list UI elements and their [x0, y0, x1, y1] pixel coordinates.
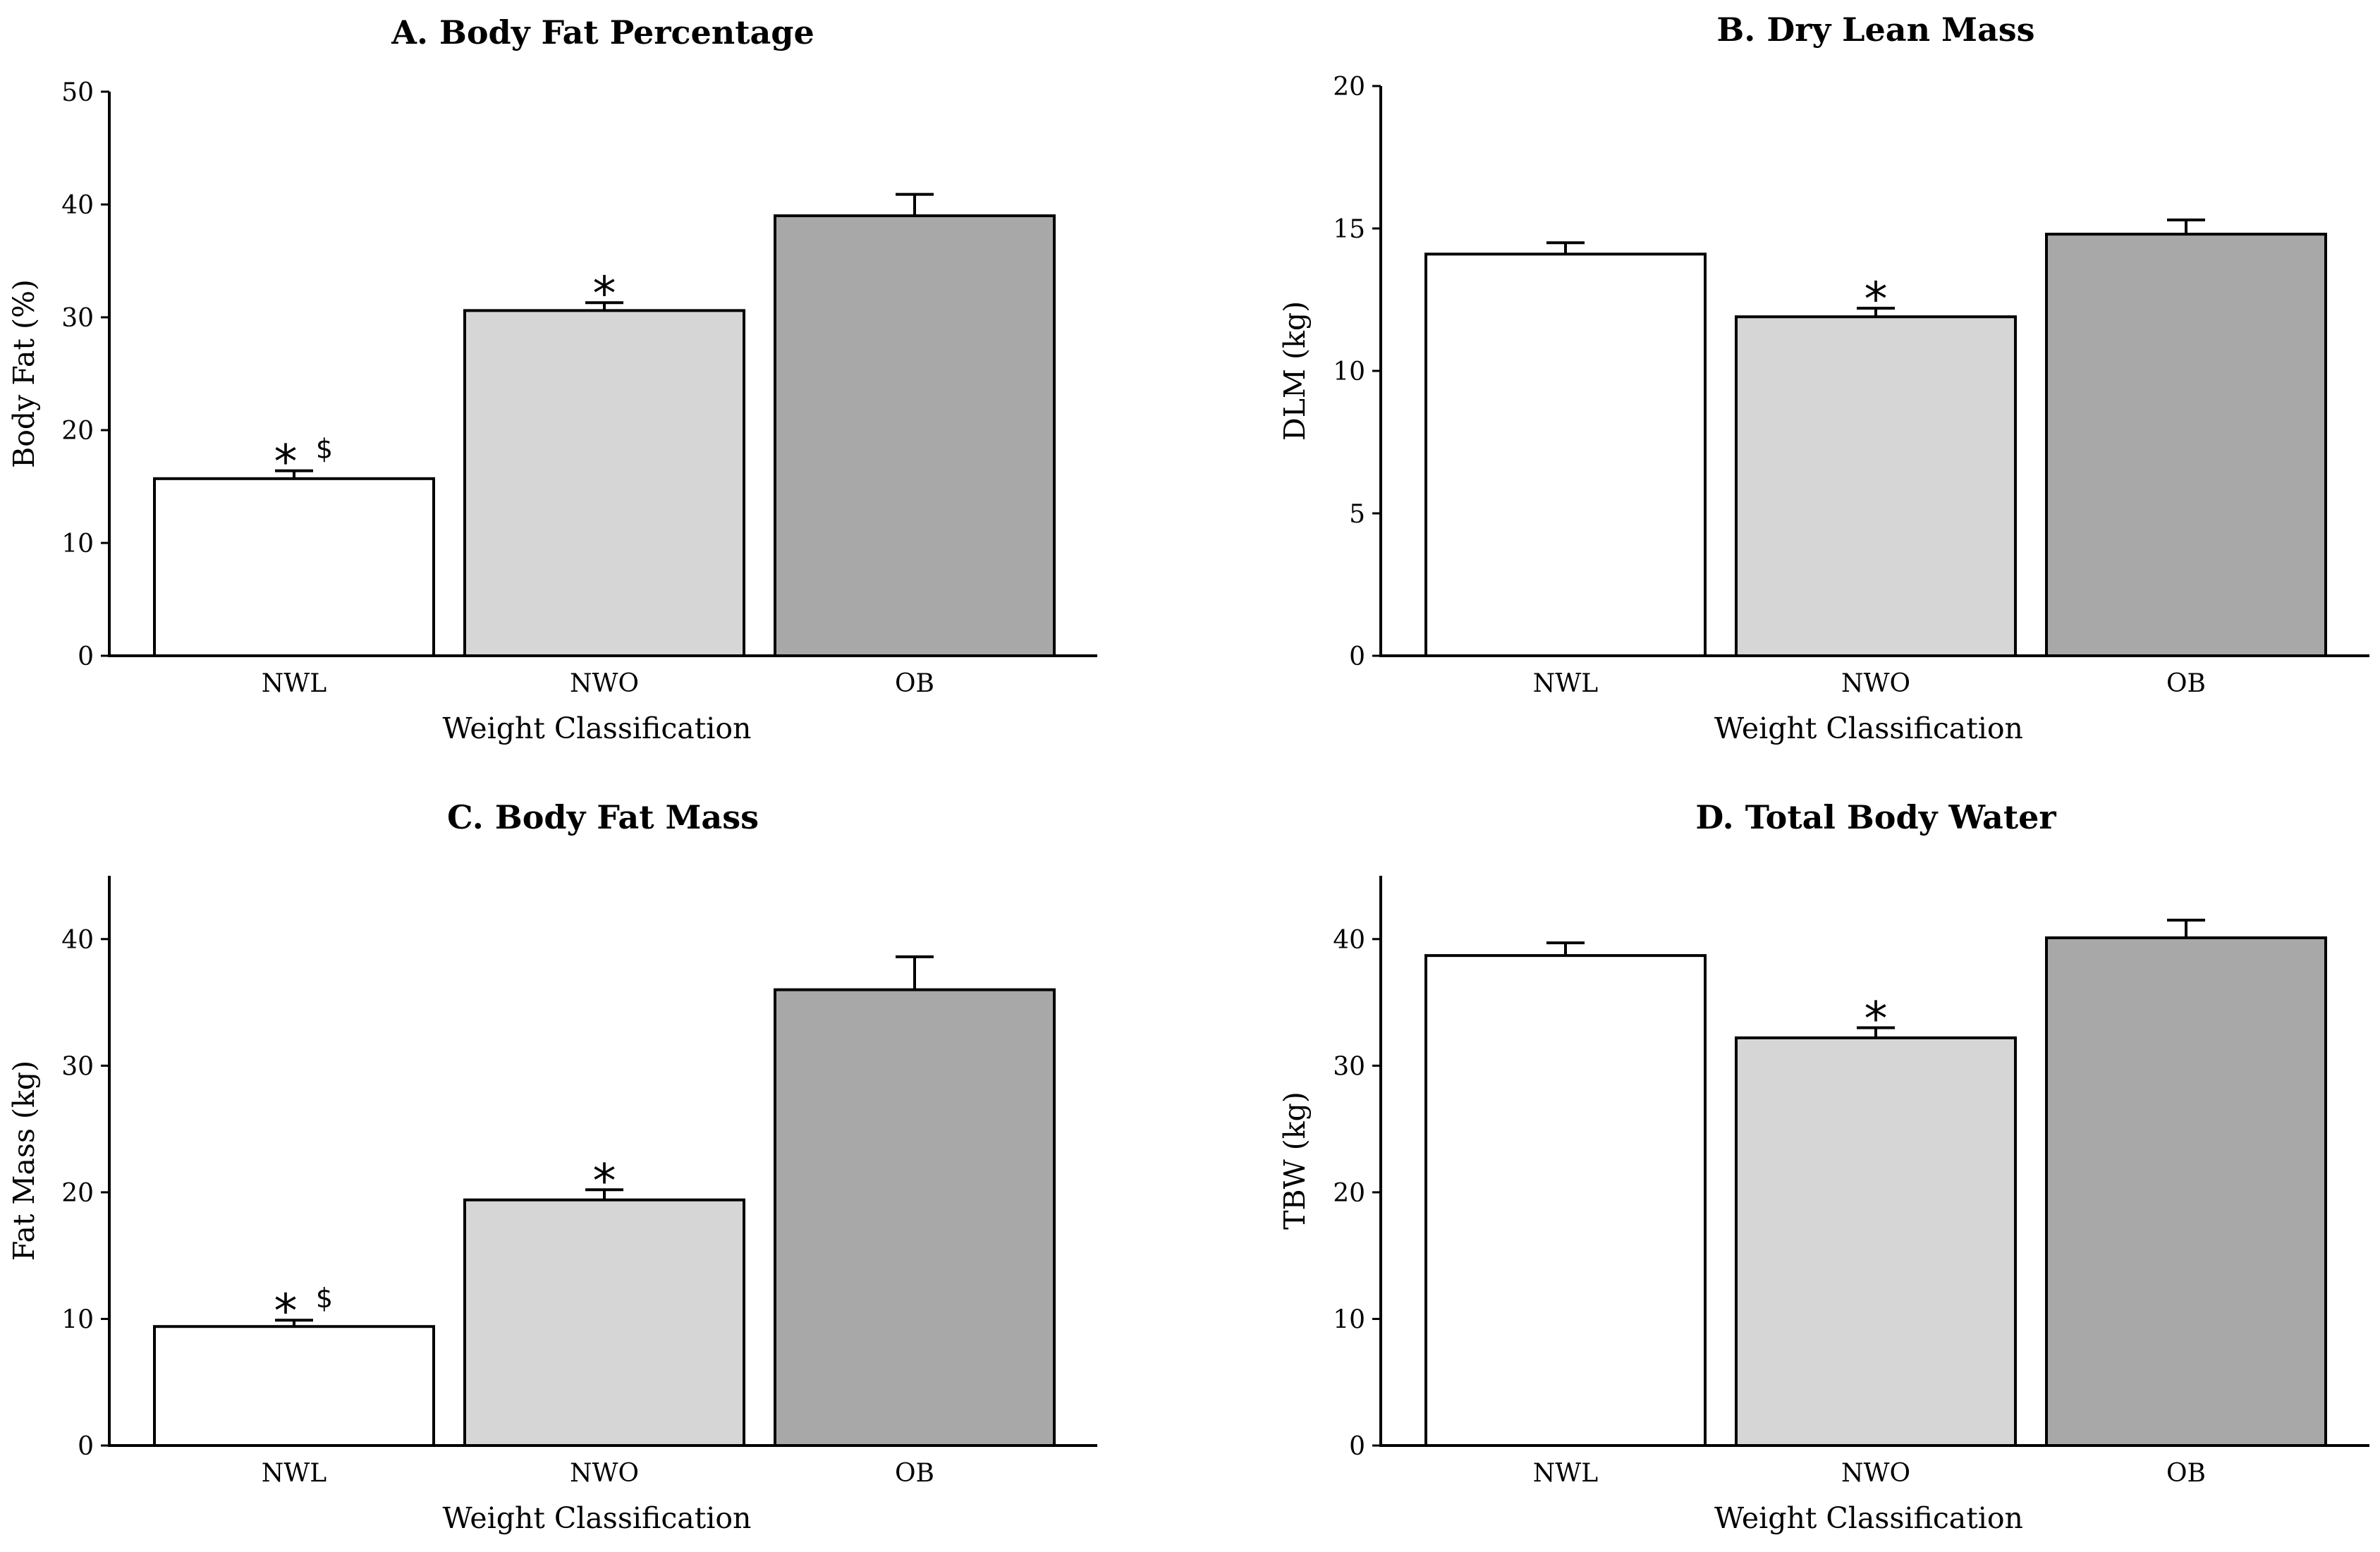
- bar-nwo: [1735, 1036, 2017, 1447]
- x-tick-label: OB: [895, 669, 934, 698]
- y-axis-label: DLM (kg): [1278, 301, 1312, 441]
- chart-panel-1: B. Dry Lean Mass NWL NWO * OB 0 5 10 15 20 Weight …: [1278, 11, 2369, 745]
- chart-panel-3: D. Total Body Water NWL NWO * OB 0 10 20 30 40 Wei…: [1278, 798, 2369, 1535]
- y-tick-label: 20: [61, 1179, 94, 1208]
- significance-dollar: $: [316, 1283, 333, 1314]
- y-tick-label: 30: [1333, 1052, 1365, 1081]
- chart-title: D. Total Body Water: [1695, 798, 2056, 836]
- x-tick-label: OB: [2166, 1459, 2206, 1488]
- y-tick-label: 0: [1349, 1432, 1365, 1461]
- significance-star: *: [1865, 991, 1888, 1046]
- x-tick-label: NWO: [570, 1459, 639, 1488]
- bar-ob: [2045, 936, 2327, 1447]
- x-tick-label: OB: [2166, 669, 2206, 698]
- chart-title: B. Dry Lean Mass: [1716, 11, 2034, 49]
- x-axis-label: Weight Classification: [1714, 1501, 2023, 1535]
- bar-ob: [774, 214, 1056, 657]
- y-tick-label: 10: [61, 1305, 94, 1334]
- y-tick-label: 50: [61, 78, 94, 107]
- chart-title: C. Body Fat Mass: [447, 798, 759, 836]
- y-tick-label: 40: [61, 926, 94, 955]
- y-tick-label: 0: [78, 1432, 94, 1461]
- significance-star: *: [593, 1154, 616, 1208]
- bar-nwo: [463, 309, 745, 657]
- x-tick-label: NWL: [1533, 1459, 1599, 1488]
- significance-star: *: [1865, 272, 1888, 326]
- chart-title: A. Body Fat Percentage: [391, 13, 814, 51]
- significance-star: *: [593, 267, 616, 321]
- chart-panel-0: A. Body Fat Percentage NWL * $ NWO * OB 0 10 20 30…: [7, 13, 1097, 745]
- x-axis-label: Weight Classification: [443, 711, 752, 745]
- x-tick-label: NWL: [262, 669, 327, 698]
- y-tick-label: 20: [1333, 1179, 1365, 1208]
- bar-ob: [2045, 233, 2327, 657]
- bar-nwl: [153, 477, 435, 657]
- y-tick-label: 0: [78, 642, 94, 671]
- y-tick-label: 10: [61, 530, 94, 558]
- x-axis-label: Weight Classification: [443, 1501, 752, 1535]
- significance-star: *: [274, 435, 298, 489]
- y-tick-label: 10: [1333, 358, 1365, 386]
- y-tick-label: 30: [61, 304, 94, 333]
- x-tick-label: NWO: [1841, 1459, 1910, 1488]
- y-tick-label: 40: [1333, 926, 1365, 955]
- y-tick-label: 15: [1333, 215, 1365, 244]
- x-tick-label: NWO: [570, 669, 639, 698]
- significance-star: *: [274, 1284, 298, 1338]
- bar-ob: [774, 988, 1056, 1447]
- y-axis-label: TBW (kg): [1278, 1092, 1312, 1230]
- y-tick-label: 0: [1349, 642, 1365, 671]
- y-tick-label: 30: [61, 1052, 94, 1081]
- bar-nwo: [463, 1198, 745, 1447]
- significance-dollar: $: [316, 434, 333, 465]
- bar-nwo: [1735, 315, 2017, 657]
- y-tick-label: 10: [1333, 1305, 1365, 1334]
- y-tick-label: 40: [61, 191, 94, 220]
- y-tick-label: 20: [1333, 73, 1365, 102]
- chart-panel-2: C. Body Fat Mass NWL * $ NWO * OB 0 10 20 30 40 Weig…: [7, 798, 1097, 1535]
- y-tick-label: 20: [61, 417, 94, 446]
- y-axis-label: Body Fat (%): [7, 279, 41, 468]
- x-tick-label: NWO: [1841, 669, 1910, 698]
- y-axis-label: Fat Mass (kg): [7, 1061, 41, 1261]
- x-tick-label: NWL: [1533, 669, 1599, 698]
- x-axis-label: Weight Classification: [1714, 711, 2023, 745]
- y-tick-label: 5: [1349, 500, 1365, 529]
- bar-nwl: [153, 1325, 435, 1447]
- x-tick-label: OB: [895, 1459, 934, 1488]
- bar-nwl: [1424, 954, 1707, 1447]
- bar-nwl: [1424, 252, 1707, 657]
- x-tick-label: NWL: [262, 1459, 327, 1488]
